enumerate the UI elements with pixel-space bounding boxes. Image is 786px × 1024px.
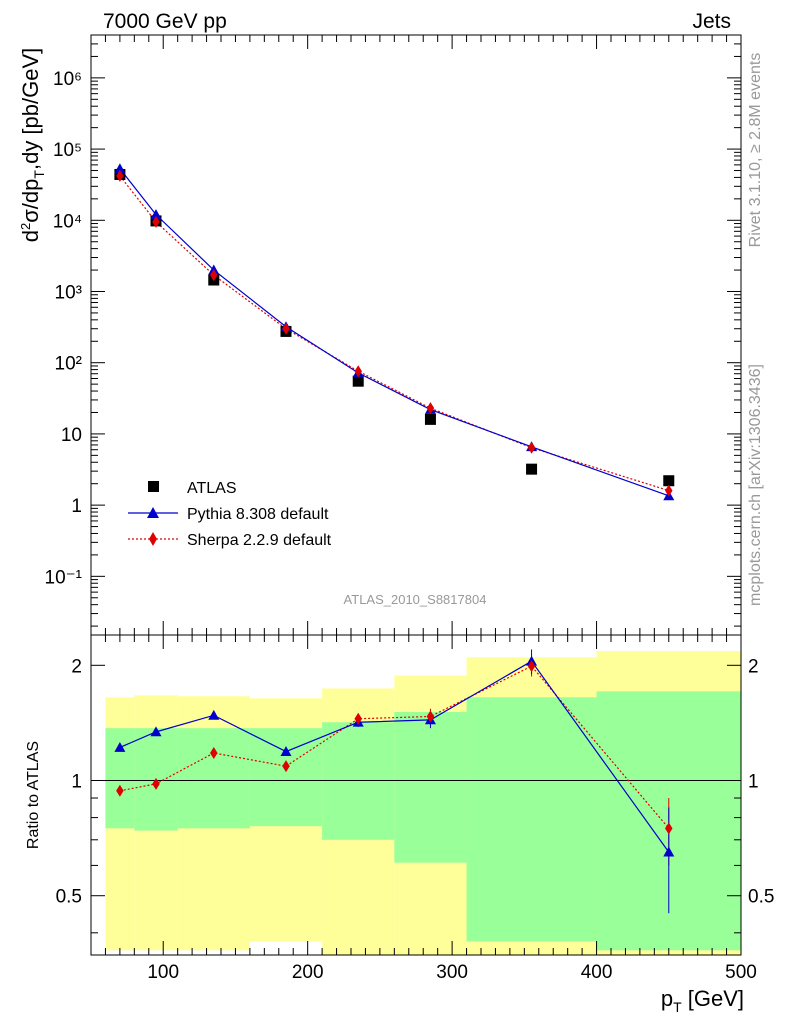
atlas-point-5 — [424, 413, 436, 425]
pythia-line — [119, 168, 669, 497]
legend-label-sherpa: Sherpa 2.2.9 default — [187, 532, 332, 549]
band-inner-5 — [394, 712, 467, 863]
pythia-ratio-point-3 — [280, 746, 292, 756]
sherpa-ratio-line — [119, 665, 670, 829]
legend-marker-pythia — [147, 507, 159, 518]
atlas-point-4 — [352, 375, 364, 387]
main-panel-plot-area — [114, 163, 675, 501]
pythia-ratio-point-1 — [150, 726, 162, 737]
band-inner-6 — [466, 697, 597, 942]
sherpa-line — [119, 175, 669, 492]
sherpa-ratio-point-1 — [152, 777, 160, 790]
header-right: Jets — [692, 10, 731, 33]
sherpa-point-6 — [527, 441, 536, 454]
main-ytick-label-7: 10⁶ — [53, 69, 82, 90]
pythia-ratio-line — [119, 660, 670, 853]
pythia-ratio-point-2 — [208, 709, 220, 720]
x-tick-label-2: 300 — [436, 962, 468, 983]
header-left: 7000 GeV pp — [103, 10, 227, 33]
sherpa-ratio-point-0 — [116, 784, 124, 797]
sherpa-point-7 — [665, 484, 673, 497]
ratio-ylabel: Ratio to ATLAS — [25, 741, 42, 849]
pythia-point-0 — [114, 163, 126, 174]
x-tick-label-0: 100 — [147, 962, 179, 983]
legend-marker-atlas — [148, 481, 159, 492]
sherpa-ratio-point-7 — [665, 822, 673, 835]
atlas-point-7 — [663, 475, 675, 487]
ratio-panel-frame — [90, 634, 742, 956]
main-panel-axes: 10⁻¹ 1 10 10² 10³ 10⁴ 10⁵ 10⁶ — [45, 34, 742, 635]
ratio-ytick-label-2: 2 — [71, 656, 82, 677]
ratio-ytick-label-right-2: 2 — [748, 656, 759, 677]
sherpa-ratio-point-4 — [354, 712, 362, 725]
legend-label-pythia: Pythia 8.308 default — [187, 506, 329, 523]
pythia-ratio-point-7 — [663, 846, 675, 857]
ratio-ytick-label-1: 1 — [71, 772, 82, 793]
sherpa-point-4 — [354, 365, 362, 378]
ratio-panel-plot-area — [91, 649, 741, 955]
x-tick-label-4: 500 — [725, 962, 757, 983]
ratio-ytick-label-right-0: 0.5 — [748, 887, 774, 908]
pythia-ratio-point-0 — [114, 741, 126, 752]
sherpa-ratio-point-3 — [282, 760, 290, 773]
sherpa-point-5 — [426, 402, 435, 415]
ratio-ytick-label-right-1: 1 — [748, 772, 759, 793]
main-ytick-label-1: 1 — [71, 496, 82, 517]
sherpa-point-0 — [116, 169, 124, 182]
x-tick-label-1: 200 — [292, 962, 324, 983]
rivet-label: Rivet 3.1.10, ≥ 2.8M events — [747, 53, 764, 248]
sherpa-ratio-point-2 — [210, 747, 218, 760]
main-ytick-label-5: 10⁴ — [53, 211, 82, 232]
pythia-point-1 — [150, 209, 162, 220]
sherpa-point-2 — [210, 269, 218, 282]
main-ytick-label-2: 10 — [61, 425, 82, 446]
legend-marker-sherpa — [149, 532, 157, 546]
sherpa-point-1 — [152, 215, 160, 228]
main-ytick-label-4: 10³ — [55, 282, 82, 303]
x-tick-label-3: 400 — [581, 962, 613, 983]
band-inner-4 — [322, 722, 395, 840]
main-ytick-label-6: 10⁵ — [53, 140, 82, 161]
mcplots-label: mcplots.cern.ch [arXiv:1306.3436] — [747, 364, 764, 606]
ratio-ytick-label-0: 0.5 — [56, 887, 82, 908]
legend: ATLAS Pythia 8.308 default Sherpa 2.2.9 … — [128, 480, 332, 549]
band-inner-2 — [177, 728, 250, 829]
sherpa-ratio-point-5 — [426, 710, 435, 723]
band-inner-3 — [249, 728, 323, 827]
sherpa-ratio-point-6 — [527, 660, 536, 673]
legend-label-atlas: ATLAS — [187, 480, 237, 497]
atlas-point-6 — [526, 463, 538, 475]
analysis-id: ATLAS_2010_S8817804 — [344, 592, 487, 607]
main-ytick-label-3: 10² — [55, 354, 82, 375]
sherpa-point-3 — [282, 322, 290, 335]
ratio-panel-axes: 100 200 300 400 500 0.5 0.5 1 1 2 2 — [56, 635, 774, 983]
main-ytick-label-0: 10⁻¹ — [45, 567, 83, 588]
x-axis-label: pT [GeV] — [661, 986, 744, 1015]
main-ylabel: d2σ/dpT,dy [pb/GeV] — [18, 48, 47, 243]
